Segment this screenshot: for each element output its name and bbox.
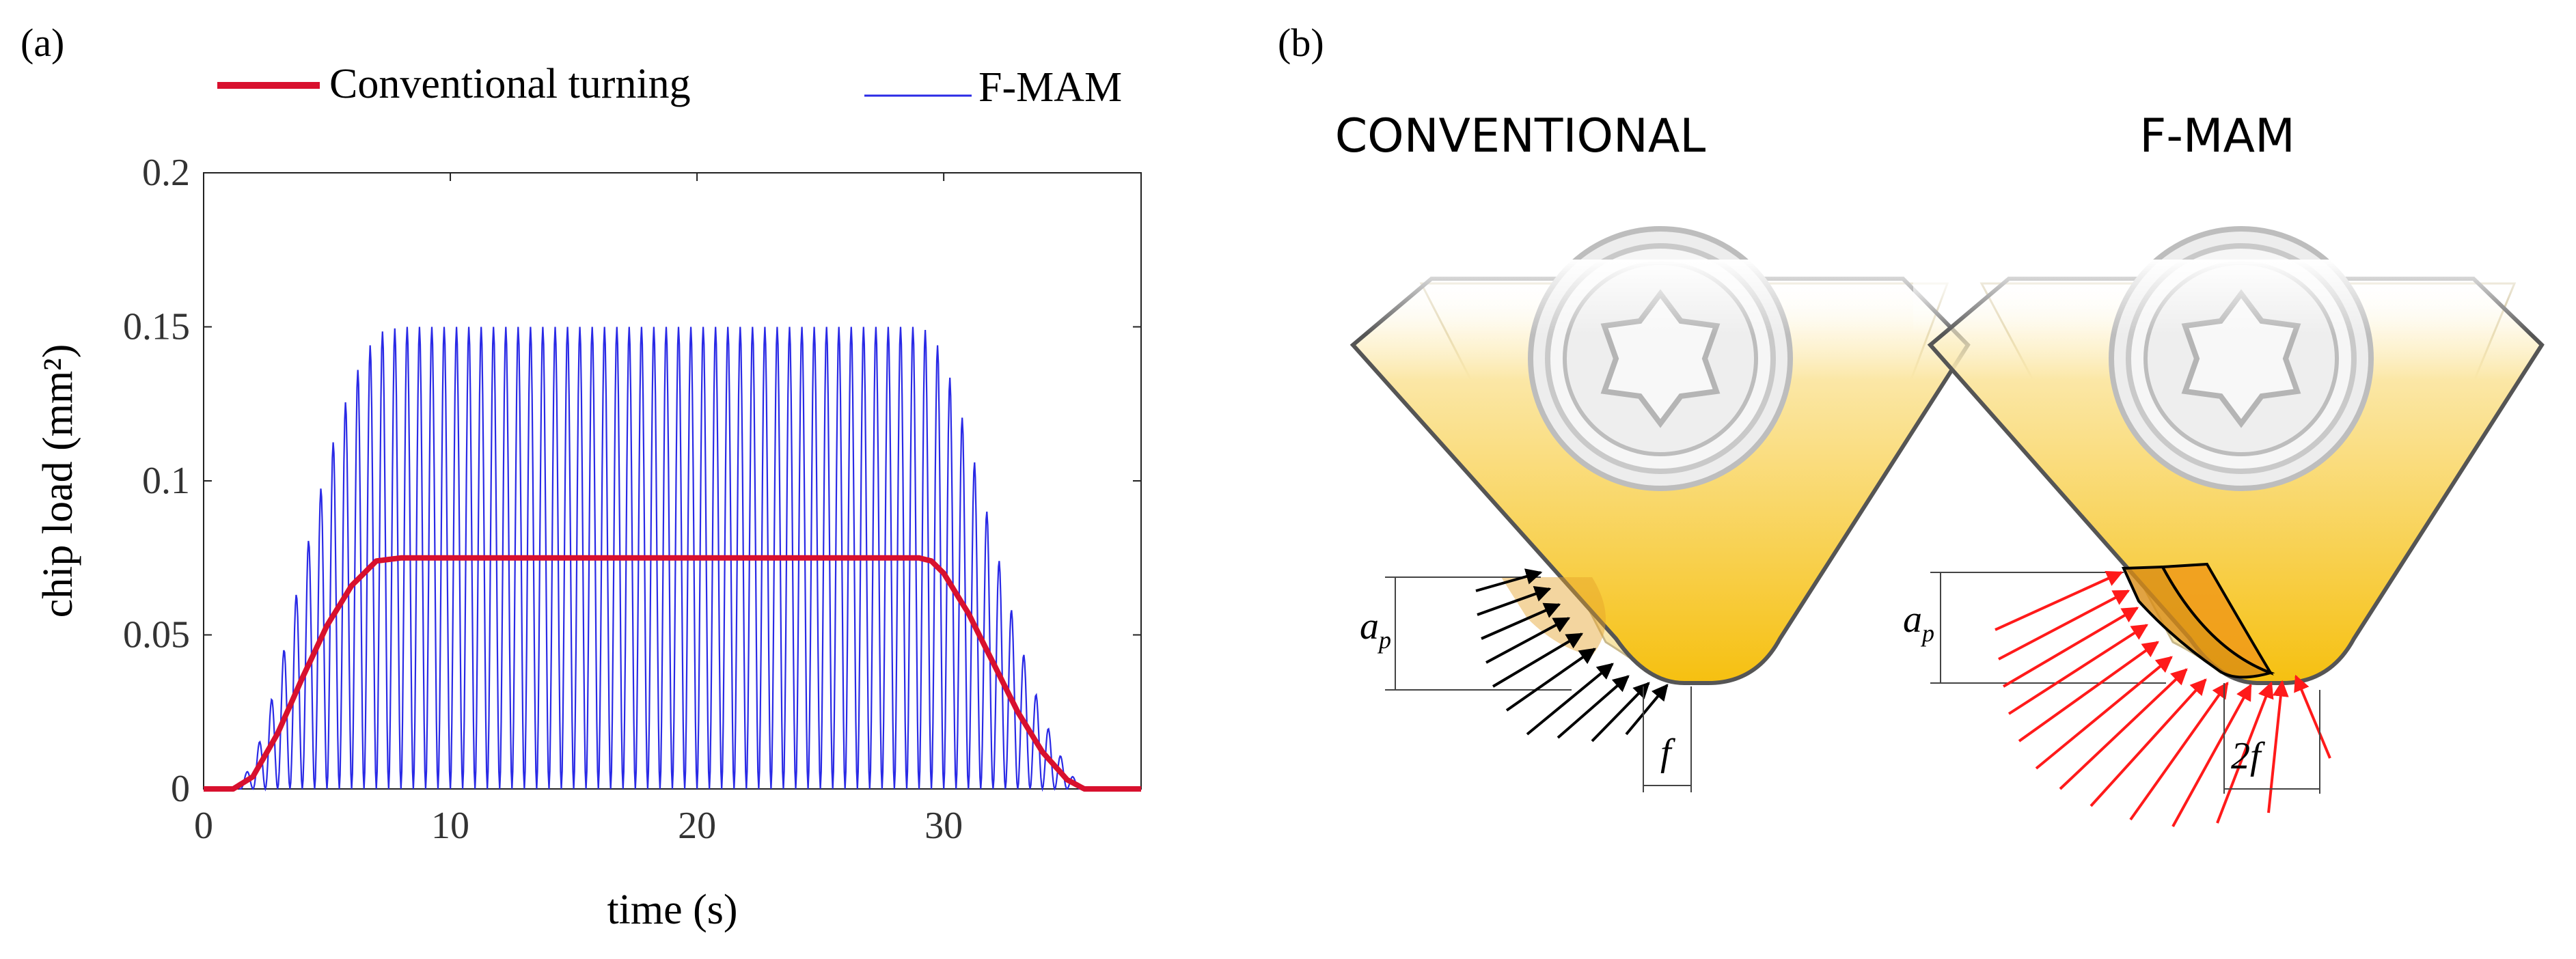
fmam-ap-label: ap (1903, 598, 1934, 647)
series-conventional-line (203, 555, 1142, 792)
y-tick-label: 0.2 (142, 152, 190, 194)
fmam-tool: ap 2f (1903, 229, 2576, 827)
tool-diagram-panel-b: (b) CONVENTIONAL F-MAM ap (1264, 0, 2576, 956)
chart-panel-a: (a) Conventional turning F-MAM 0 10 20 30 0 0… (0, 0, 1175, 956)
fmam-force-arrows (1995, 571, 2331, 827)
tool-diagram: (b) CONVENTIONAL F-MAM ap (1278, 20, 2576, 827)
axis-ticks: 0 10 20 30 0 0.05 0.1 0.15 0.2 (123, 152, 1141, 847)
y-tick-label: 0.05 (123, 614, 190, 656)
x-tick-label: 0 (194, 805, 213, 847)
x-tick-label: 30 (924, 805, 963, 847)
y-axis-label: chip load (mm²) (35, 344, 81, 618)
conventional-tool: ap f (1332, 229, 1988, 792)
conventional-chip-area (1501, 577, 1606, 656)
conventional-title: CONVENTIONAL (1335, 109, 1706, 163)
legend: Conventional turning F-MAM (217, 61, 1122, 111)
panel-b-label: (b) (1278, 20, 1324, 65)
chip-load-chart: (a) Conventional turning F-MAM 0 10 20 3000… (20, 20, 1142, 933)
conventional-force-arrows (1475, 568, 1669, 742)
legend-label-conventional: Conventional turning (329, 61, 691, 107)
conventional-ap-label: ap (1360, 605, 1391, 654)
x-tick-label: 10 (431, 805, 469, 847)
y-tick-label: 0 (171, 768, 190, 810)
legend-label-fmam: F-MAM (978, 64, 1122, 111)
series-fmam-line (204, 326, 1141, 792)
conventional-f-label: f (1660, 732, 1676, 774)
fmam-title: F-MAM (2139, 109, 2295, 163)
x-tick-label: 20 (678, 805, 716, 847)
fmam-2f-label: 2f (2231, 735, 2266, 777)
series-layer (203, 326, 1142, 792)
y-tick-label: 0.15 (123, 306, 190, 348)
panel-a-label: (a) (20, 20, 64, 65)
x-axis-label: time (s) (607, 887, 737, 933)
y-tick-label: 0.1 (142, 460, 190, 502)
fmam-chip-segment-2 (2160, 562, 2274, 676)
